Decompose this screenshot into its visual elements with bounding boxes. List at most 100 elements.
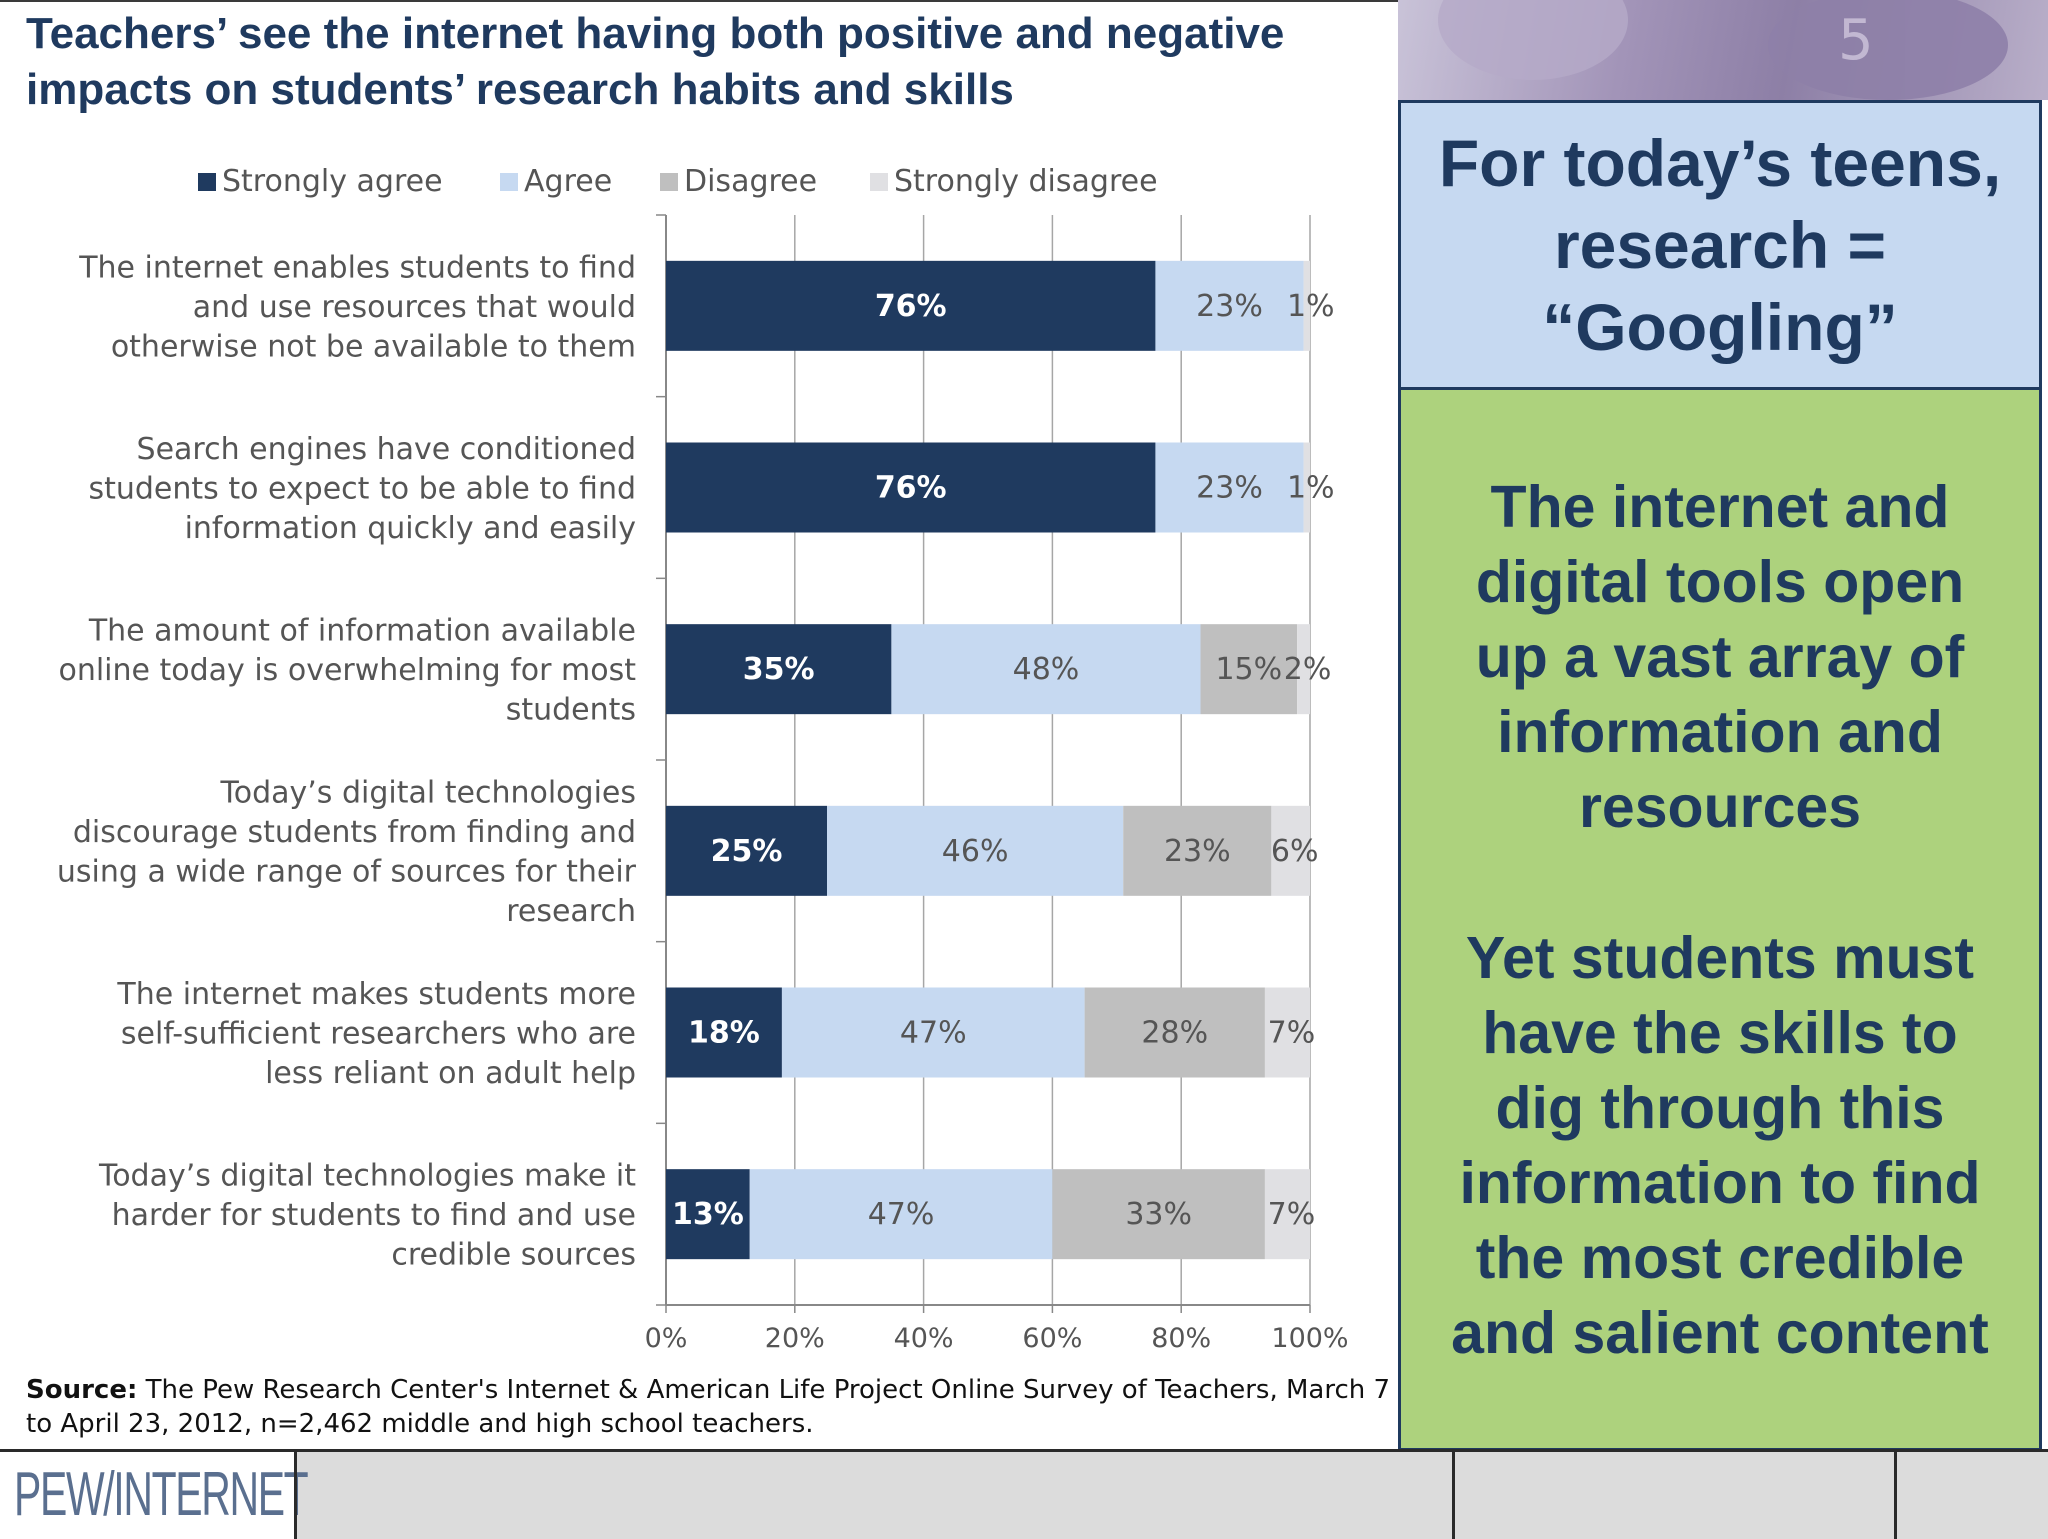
x-tick-label: 60%	[1022, 1323, 1082, 1354]
key-shape	[1438, 0, 1628, 80]
bar-segment	[666, 1169, 750, 1260]
logo-box: PEW/INTERNET	[0, 1452, 309, 1539]
takeaway-paragraph-2: Yet students must have the skills to dig t…	[1401, 921, 2039, 1371]
x-tick-label: 80%	[1151, 1323, 1211, 1354]
data-label: 35%	[743, 652, 815, 687]
legend-swatch	[198, 173, 216, 191]
category-label: Today’s digital technologies	[220, 776, 637, 811]
x-tick-label: 20%	[765, 1323, 825, 1354]
stacked-bar-chart: Strongly agree Agree Disagree Strongly disa…	[57, 164, 1349, 1354]
category-label: Search engines have conditioned	[137, 432, 636, 467]
category-label: less reliant on adult help	[265, 1056, 636, 1091]
footer-bar: PEW/INTERNET	[0, 1449, 2048, 1539]
category-label: and use resources that would	[193, 290, 636, 325]
data-label: 23%	[1196, 289, 1263, 324]
category-label: students to expect to be able to find	[88, 472, 636, 507]
headline-line: research =	[1553, 208, 1887, 282]
data-label: 48%	[1013, 652, 1080, 687]
category-label: self-sufficient researchers who are	[121, 1017, 636, 1052]
footer-divider	[1894, 1452, 1897, 1539]
takeaway-line: information and	[1497, 699, 1943, 765]
headline-line: “Googling”	[1542, 290, 1898, 364]
x-tick-label: 0%	[645, 1323, 688, 1354]
data-label: 6%	[1271, 834, 1319, 869]
bar-segment	[891, 624, 1201, 715]
data-label: 23%	[1196, 471, 1263, 506]
takeaway-line: and salient content	[1451, 1300, 1989, 1366]
takeaway-line: have the skills to	[1482, 1000, 1958, 1066]
top-rule	[0, 0, 1398, 2]
bar-segment	[1297, 624, 1310, 715]
legend-swatch	[870, 173, 888, 191]
takeaway-line: digital tools open	[1475, 549, 1965, 615]
bar-segment	[1084, 987, 1265, 1078]
category-label: otherwise not be available to them	[111, 329, 636, 364]
key-shape: 5	[1768, 0, 2008, 100]
category-label: discourage students from finding and	[73, 815, 636, 850]
takeaway-box: The internet and digital tools open up a v…	[1398, 390, 2042, 1451]
footer-divider	[1452, 1452, 1455, 1539]
bar-segment	[1155, 260, 1304, 351]
category-label: students	[506, 693, 636, 728]
bar-segment	[781, 987, 1085, 1078]
bar-segment	[666, 624, 892, 715]
bar-segment	[1052, 1169, 1265, 1260]
headline-text: For today’s teens, research = “Googling”	[1439, 122, 2001, 368]
legend-label: Agree	[524, 164, 612, 199]
data-label: 1%	[1287, 289, 1335, 324]
legend-label: Strongly disagree	[894, 164, 1158, 199]
pew-internet-logo: PEW/INTERNET	[14, 1460, 309, 1529]
keyboard-photo: 5	[1398, 0, 2048, 100]
category-label: using a wide range of sources for their	[57, 855, 637, 890]
legend-swatch	[660, 173, 678, 191]
data-label: 1%	[1287, 471, 1335, 506]
bar-segment	[827, 805, 1124, 896]
footer-divider	[294, 1452, 297, 1539]
category-label: online today is overwhelming for most	[58, 653, 636, 688]
takeaway-line: information to find	[1459, 1150, 1981, 1216]
source-text: The Pew Research Center's Internet & Ame…	[26, 1375, 1391, 1439]
bar-segment	[1303, 442, 1310, 533]
category-label: harder for students to find and use	[112, 1198, 636, 1233]
data-label: 76%	[875, 289, 947, 324]
x-tick-label: 100%	[1271, 1323, 1348, 1354]
category-label: credible sources	[391, 1238, 636, 1273]
key-label: 5	[1838, 8, 1874, 73]
category-label: The internet enables students to find	[78, 250, 636, 285]
category-label: research	[506, 894, 636, 929]
bar-segment	[666, 260, 1156, 351]
takeaway-line: The internet and	[1490, 474, 1950, 540]
data-label: 25%	[711, 834, 783, 869]
bar-segment	[1264, 987, 1310, 1078]
slide-title: Teachers’ see the internet having both p…	[26, 9, 1285, 114]
data-label: 76%	[875, 471, 947, 506]
takeaway-line: resources	[1578, 774, 1862, 840]
bar-segment	[1200, 624, 1298, 715]
source-note: Source: The Pew Research Center's Intern…	[26, 1373, 1406, 1441]
bar-segment	[1303, 260, 1310, 351]
takeaway-line: dig through this	[1495, 1075, 1945, 1141]
data-label: 47%	[900, 1016, 967, 1051]
category-label: The amount of information available	[88, 614, 636, 649]
bar-segment	[1271, 805, 1310, 896]
takeaway-line: the most credible	[1475, 1225, 1965, 1291]
bar-segment	[666, 805, 827, 896]
legend-label: Strongly agree	[222, 164, 443, 199]
bar-segment	[1264, 1169, 1310, 1260]
category-label: The internet makes students more	[116, 977, 636, 1012]
bar-segment	[666, 987, 782, 1078]
data-label: 15%	[1215, 652, 1282, 687]
data-label: 28%	[1141, 1016, 1208, 1051]
data-label: 7%	[1268, 1197, 1316, 1232]
data-label: 7%	[1268, 1016, 1316, 1051]
takeaway-line: Yet students must	[1465, 925, 1975, 991]
legend-swatch	[500, 173, 518, 191]
takeaway-paragraph-1: The internet and digital tools open up a v…	[1401, 470, 2039, 845]
bar-segment	[1155, 442, 1304, 533]
bar-segment	[749, 1169, 1053, 1260]
data-label: 2%	[1284, 652, 1332, 687]
x-tick-label: 40%	[894, 1323, 954, 1354]
data-label: 13%	[672, 1197, 744, 1232]
data-label: 18%	[688, 1016, 760, 1051]
legend-label: Disagree	[684, 164, 817, 199]
